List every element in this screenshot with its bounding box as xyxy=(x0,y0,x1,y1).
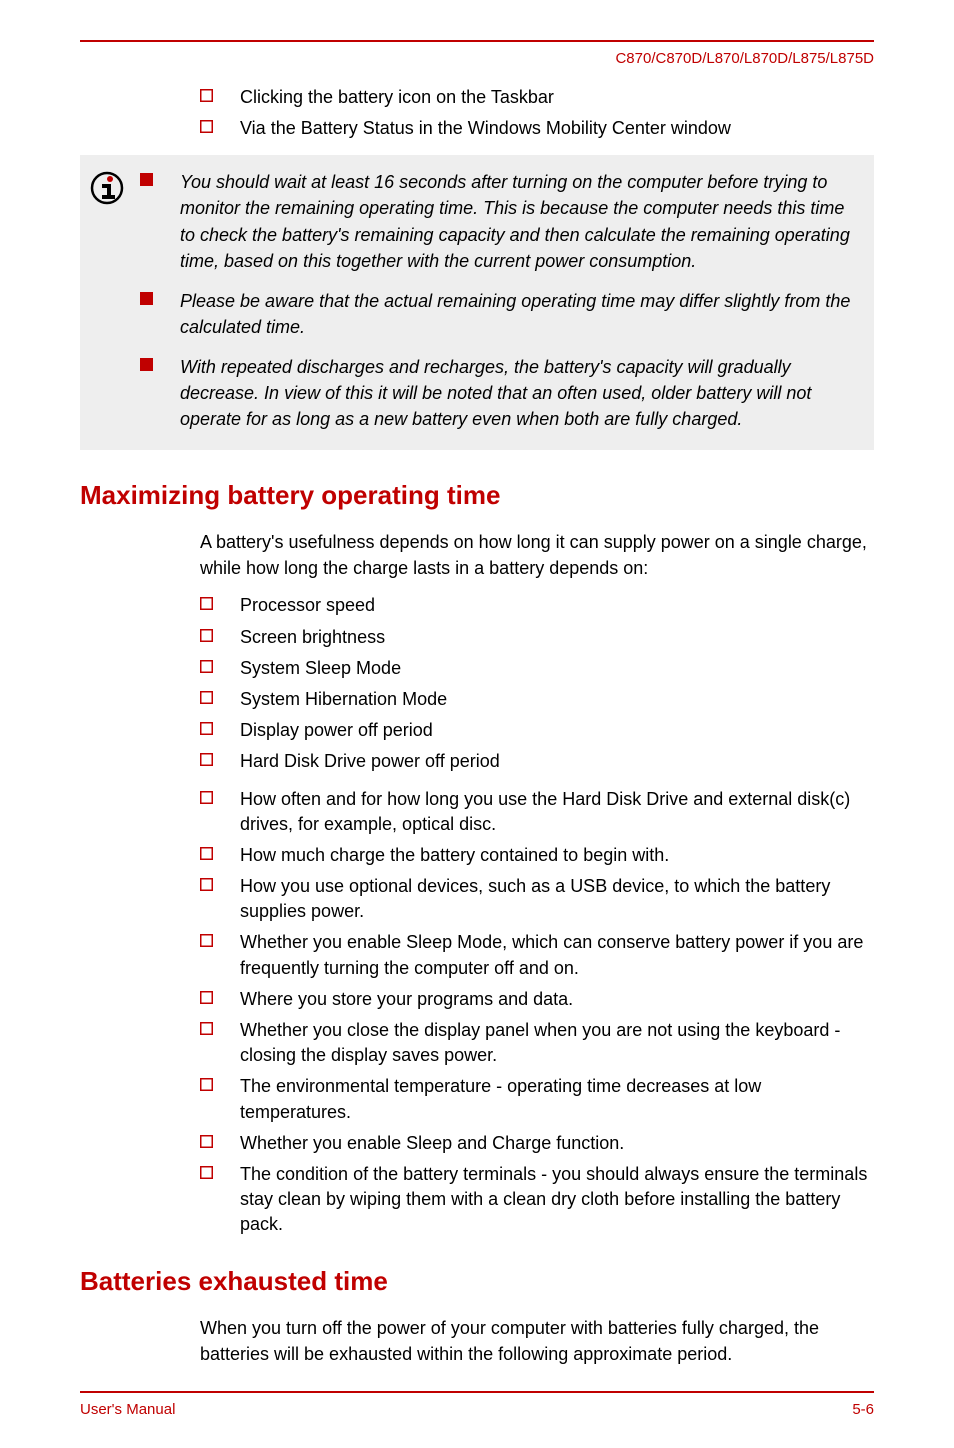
square-bullet-icon xyxy=(200,85,240,102)
square-bullet-icon xyxy=(200,749,240,766)
info-note-text: You should wait at least 16 seconds afte… xyxy=(180,169,856,273)
bullet-text: Where you store your programs and data. xyxy=(240,987,874,1012)
bullet-text: Hard Disk Drive power off period xyxy=(240,749,874,774)
header-model-line: C870/C870D/L870/L870D/L875/L875D xyxy=(80,50,874,67)
info-note-box: You should wait at least 16 seconds afte… xyxy=(80,155,874,450)
list-item: How you use optional devices, such as a … xyxy=(200,874,874,924)
square-bullet-icon xyxy=(200,874,240,891)
list-item: Clicking the battery icon on the Taskbar xyxy=(200,85,874,110)
section2-intro: When you turn off the power of your comp… xyxy=(200,1315,874,1367)
square-bullet-icon xyxy=(140,169,180,186)
list-item: Processor speed xyxy=(200,593,874,618)
bullet-text: Processor speed xyxy=(240,593,874,618)
square-bullet-icon xyxy=(140,354,180,371)
square-bullet-icon xyxy=(140,288,180,305)
square-bullet-icon xyxy=(200,1074,240,1091)
list-item: Hard Disk Drive power off period xyxy=(200,749,874,774)
footer-left: User's Manual xyxy=(80,1401,175,1418)
list-item: Whether you enable Sleep and Charge func… xyxy=(200,1131,874,1156)
list-item: Where you store your programs and data. xyxy=(200,987,874,1012)
footer-page-number: 5-6 xyxy=(852,1401,874,1418)
list-item: System Hibernation Mode xyxy=(200,687,874,712)
bullet-text: How often and for how long you use the H… xyxy=(240,787,874,837)
square-bullet-icon xyxy=(200,1018,240,1035)
list-item: System Sleep Mode xyxy=(200,656,874,681)
list-item: Display power off period xyxy=(200,718,874,743)
section1-list-a: Processor speed Screen brightness System… xyxy=(200,593,874,774)
section1-intro: A battery's usefulness depends on how lo… xyxy=(200,529,874,581)
bullet-text: Screen brightness xyxy=(240,625,874,650)
bullet-text: Via the Battery Status in the Windows Mo… xyxy=(240,116,874,141)
bullet-text: System Sleep Mode xyxy=(240,656,874,681)
list-item: You should wait at least 16 seconds afte… xyxy=(140,169,856,273)
section-heading-maximizing: Maximizing battery operating time xyxy=(80,480,874,511)
bullet-text: System Hibernation Mode xyxy=(240,687,874,712)
bullet-text: The condition of the battery terminals -… xyxy=(240,1162,874,1238)
bullet-text: Whether you enable Sleep and Charge func… xyxy=(240,1131,874,1156)
bullet-text: Clicking the battery icon on the Taskbar xyxy=(240,85,874,110)
square-bullet-icon xyxy=(200,656,240,673)
list-item: With repeated discharges and recharges, … xyxy=(140,354,856,432)
square-bullet-icon xyxy=(200,687,240,704)
bullet-text: Whether you close the display panel when… xyxy=(240,1018,874,1068)
square-bullet-icon xyxy=(200,593,240,610)
bullet-text: How you use optional devices, such as a … xyxy=(240,874,874,924)
bullet-text: Whether you enable Sleep Mode, which can… xyxy=(240,930,874,980)
list-item: How much charge the battery contained to… xyxy=(200,843,874,868)
list-item: The condition of the battery terminals -… xyxy=(200,1162,874,1238)
square-bullet-icon xyxy=(200,116,240,133)
bullet-text: How much charge the battery contained to… xyxy=(240,843,874,868)
square-bullet-icon xyxy=(200,718,240,735)
info-note-text: With repeated discharges and recharges, … xyxy=(180,354,856,432)
list-item: Screen brightness xyxy=(200,625,874,650)
top-bullet-list: Clicking the battery icon on the Taskbar… xyxy=(200,85,874,141)
bullet-text: Display power off period xyxy=(240,718,874,743)
section-heading-exhausted: Batteries exhausted time xyxy=(80,1266,874,1297)
section1-list-b: How often and for how long you use the H… xyxy=(200,787,874,1238)
square-bullet-icon xyxy=(200,930,240,947)
square-bullet-icon xyxy=(200,1162,240,1179)
square-bullet-icon xyxy=(200,625,240,642)
list-item: The environmental temperature - operatin… xyxy=(200,1074,874,1124)
bullet-text: The environmental temperature - operatin… xyxy=(240,1074,874,1124)
square-bullet-icon xyxy=(200,787,240,804)
list-item: Via the Battery Status in the Windows Mo… xyxy=(200,116,874,141)
list-item: Whether you close the display panel when… xyxy=(200,1018,874,1068)
info-note-text: Please be aware that the actual remainin… xyxy=(180,288,856,340)
square-bullet-icon xyxy=(200,843,240,860)
square-bullet-icon xyxy=(200,1131,240,1148)
list-item: Please be aware that the actual remainin… xyxy=(140,288,856,340)
square-bullet-icon xyxy=(200,987,240,1004)
list-item: How often and for how long you use the H… xyxy=(200,787,874,837)
list-item: Whether you enable Sleep Mode, which can… xyxy=(200,930,874,980)
info-icon xyxy=(90,169,140,432)
